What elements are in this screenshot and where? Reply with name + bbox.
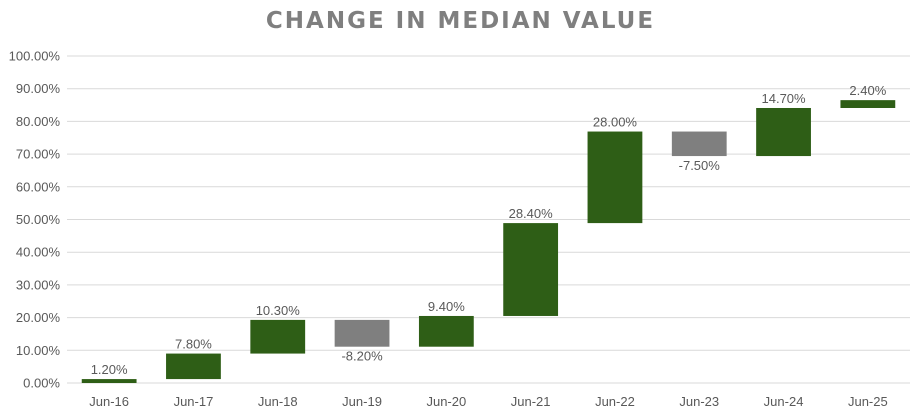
bar-jun-17 xyxy=(166,353,221,380)
gridlines xyxy=(67,55,910,384)
x-tick-label: Jun-25 xyxy=(848,394,888,409)
y-tick-label: 20.00% xyxy=(16,310,61,325)
x-tick-label: Jun-17 xyxy=(174,394,214,409)
y-tick-label: 50.00% xyxy=(16,212,61,227)
data-label: 10.30% xyxy=(256,303,301,318)
bar-jun-21 xyxy=(503,223,559,316)
bar-jun-24 xyxy=(756,107,811,157)
data-label: 14.70% xyxy=(762,91,807,106)
data-label: 2.40% xyxy=(849,83,886,98)
y-tick-label: 60.00% xyxy=(16,179,61,194)
data-labels: 1.20% 7.80% 10.30% -8.20% 9.40% 28.40% 28.00% -… xyxy=(91,83,887,377)
x-tick-label: Jun-16 xyxy=(89,394,129,409)
data-label: 9.40% xyxy=(428,299,465,314)
chart-title: CHANGE IN MEDIAN VALUE xyxy=(265,8,656,34)
data-label: -8.20% xyxy=(341,349,383,364)
y-tick-label: 100.00% xyxy=(9,49,61,64)
bar-jun-22 xyxy=(587,131,643,224)
data-label: 7.80% xyxy=(175,337,212,352)
y-tick-label: 80.00% xyxy=(16,114,61,129)
y-tick-label: 0.00% xyxy=(23,376,60,391)
y-axis-ticks: 0.00% 10.00% 20.00% 30.00% 40.00% 50.00% 60.00… xyxy=(9,49,61,391)
data-label: 28.40% xyxy=(509,206,554,221)
data-label: 1.20% xyxy=(91,362,128,377)
x-axis-ticks: Jun-16 Jun-17 Jun-18 Jun-19 Jun-20 Jun-21 Jun-… xyxy=(89,394,887,409)
y-tick-label: 40.00% xyxy=(16,245,61,260)
x-tick-label: Jun-21 xyxy=(511,394,551,409)
x-tick-label: Jun-23 xyxy=(679,394,719,409)
x-tick-label: Jun-19 xyxy=(342,394,382,409)
bars xyxy=(81,100,896,383)
bar-jun-16 xyxy=(81,379,137,383)
x-tick-label: Jun-20 xyxy=(426,394,466,409)
y-tick-label: 70.00% xyxy=(16,147,61,162)
data-label: 28.00% xyxy=(593,115,638,130)
bar-jun-19 xyxy=(334,319,390,347)
bar-jun-25 xyxy=(840,100,896,108)
y-tick-label: 30.00% xyxy=(16,277,61,292)
bar-jun-18 xyxy=(250,319,306,354)
x-tick-label: Jun-18 xyxy=(258,394,298,409)
bar-jun-23 xyxy=(671,131,727,157)
bar-jun-20 xyxy=(418,315,474,347)
x-tick-label: Jun-24 xyxy=(764,394,804,409)
data-label: -7.50% xyxy=(679,158,721,173)
y-tick-label: 10.00% xyxy=(16,343,61,358)
x-tick-label: Jun-22 xyxy=(595,394,635,409)
y-tick-label: 90.00% xyxy=(16,81,61,96)
